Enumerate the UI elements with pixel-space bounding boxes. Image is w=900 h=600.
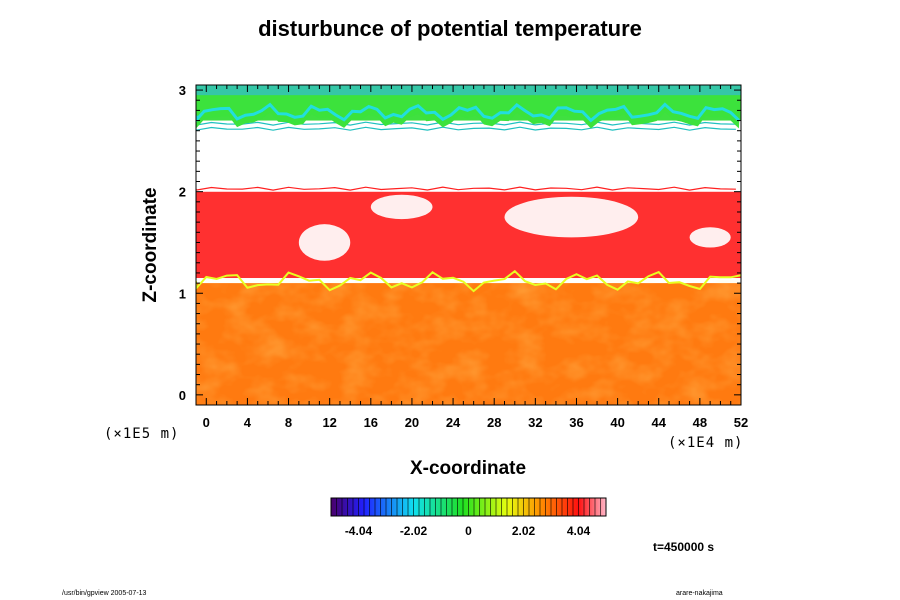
plot-frame: [195, 84, 742, 406]
x-tick-label: 20: [405, 415, 419, 430]
colorbar-tick-label: 2.02: [512, 524, 536, 538]
x-unit-label: (×1E4 m): [668, 435, 744, 451]
x-tick-label: 4: [244, 415, 252, 430]
x-tick-label: 28: [487, 415, 501, 430]
y-tick-label: 2: [179, 185, 186, 200]
y-axis-label: Z-coordinate: [140, 187, 161, 303]
z-unit-label: (×1E5 m): [104, 426, 180, 442]
y-tick-label: 1: [179, 286, 186, 301]
colorbar-tick-label: 0: [465, 524, 472, 538]
x-axis-label: X-coordinate: [409, 458, 527, 479]
time-label: t=450000 s: [653, 540, 715, 554]
x-tick-label: 24: [446, 415, 461, 430]
upper-cyan-band: [196, 102, 740, 123]
white-pocket-3: [689, 227, 731, 248]
white-pocket-0: [298, 224, 351, 261]
white-pocket-1: [370, 194, 433, 220]
colorbar-frame: [330, 497, 607, 517]
colorbar-tick-label: -2.02: [400, 524, 428, 538]
x-tick-label: 0: [203, 415, 210, 430]
x-tick-label: 52: [734, 415, 748, 430]
x-tick-label: 12: [322, 415, 336, 430]
colorbar: -4.04 -2.02 0 2.02 4.04: [330, 497, 607, 538]
upper-layer-shape: [196, 85, 741, 129]
heatmap-layer-1: [196, 191, 741, 279]
top-blue-band: [196, 85, 741, 96]
x-tick-label: 32: [528, 415, 542, 430]
colorbar-tick-label: 4.04: [567, 524, 591, 538]
y-axis: 0 1 2 3: [179, 83, 741, 403]
footer-right-text: arare-nakajima: [676, 590, 723, 597]
x-tick-label: 48: [693, 415, 707, 430]
x-tick-label: 44: [652, 415, 667, 430]
x-tick-label: 36: [569, 415, 583, 430]
y-tick-label: 0: [179, 388, 186, 403]
colorbar-tick-label: -4.04: [345, 524, 373, 538]
footer-left-text: /usr/bin/gpview 2005-07-13: [62, 590, 147, 597]
x-axis: 0 4 8 12 16 20 24 28 32 36 40 44 48 52: [203, 85, 748, 430]
contour-line-1: [196, 126, 736, 131]
x-tick-label: 8: [285, 415, 292, 430]
x-tick-label: 40: [610, 415, 624, 430]
layer-boundary-lower: [196, 269, 741, 293]
heatmap-features: [196, 85, 741, 405]
contour-line-0: [196, 186, 736, 191]
plot-area: [196, 85, 741, 405]
white-pocket-2: [504, 196, 639, 238]
y-tick-label: 3: [179, 83, 186, 98]
x-tick-label: 16: [364, 415, 378, 430]
heatmap-layer-2: [196, 130, 741, 192]
chart-title: disturbunce of potential temperature: [258, 16, 642, 41]
